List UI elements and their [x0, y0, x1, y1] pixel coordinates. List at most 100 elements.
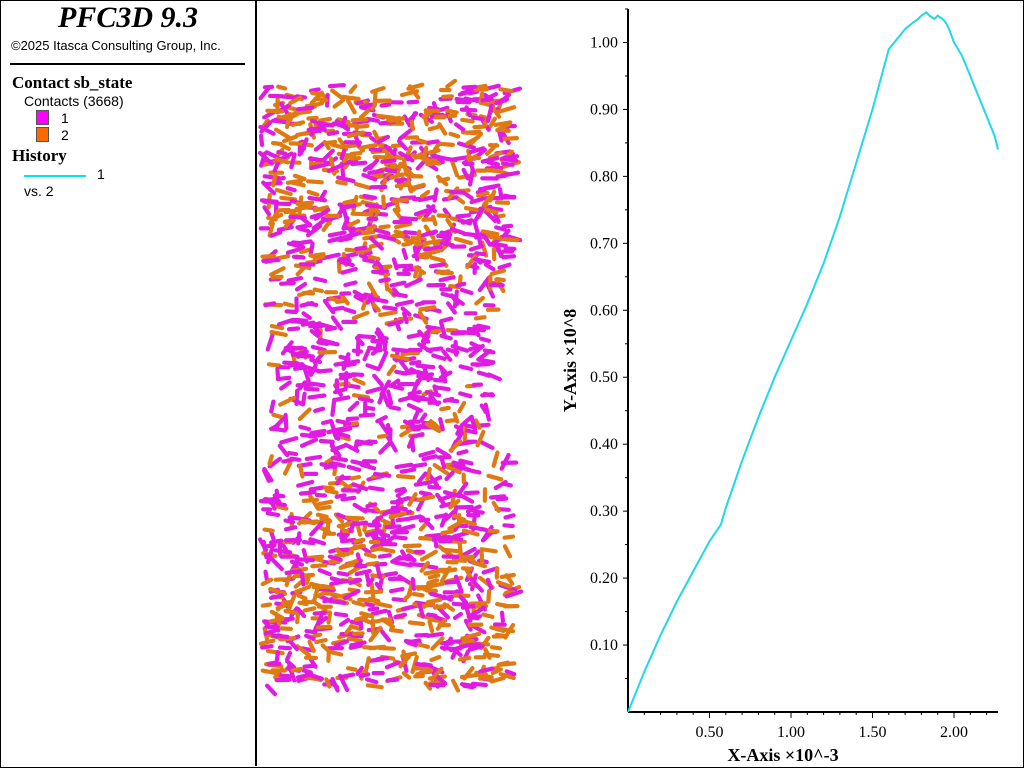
contact-segment [339, 158, 359, 166]
contact-segment [355, 665, 365, 676]
contact-segment [320, 485, 335, 491]
contact-segment [365, 291, 376, 305]
x-tick-label: 1.50 [858, 724, 886, 741]
contact-segment [304, 671, 325, 681]
contact-segment [345, 666, 358, 672]
contact-segment [399, 427, 413, 438]
contact-segment [270, 140, 283, 147]
contact-segment [265, 108, 285, 114]
contact-segment [442, 156, 458, 163]
contact-segment [429, 581, 446, 589]
contact-segment [349, 619, 363, 626]
contact-segment [269, 399, 276, 414]
contact-segment [373, 617, 388, 624]
contact-segment [487, 234, 503, 241]
contact-segment [269, 323, 285, 331]
contact-segment [407, 620, 426, 627]
contact-segment [350, 160, 368, 167]
contact-segment [295, 130, 311, 138]
contact-segment [465, 428, 478, 435]
contact-segment [275, 502, 287, 508]
contact-segment [459, 107, 478, 113]
contact-segment [311, 217, 327, 231]
contact-segment [397, 127, 414, 141]
y-tick-label: 0.70 [590, 235, 618, 252]
contact-segment [326, 610, 333, 625]
contact-segment [266, 661, 282, 667]
contact-segment [469, 197, 484, 205]
contact-segment [461, 167, 471, 181]
contact-segment [362, 507, 380, 514]
contact-segment [279, 280, 296, 286]
contact-segment [449, 644, 465, 653]
contact-segment [375, 113, 396, 120]
contact-segment [494, 225, 507, 232]
contact-segment [317, 349, 338, 355]
contact-segment [270, 274, 284, 280]
contact-segment [490, 667, 503, 676]
contact-segment [360, 296, 369, 311]
contact-segment [320, 583, 336, 591]
contact-segment [339, 203, 357, 210]
contact-segment [391, 291, 408, 299]
contact-segment [444, 470, 455, 482]
contact-segment [477, 348, 493, 361]
contact-segment [365, 224, 378, 231]
contact-segment [391, 197, 410, 203]
contact-segment [365, 683, 384, 690]
contact-segment [461, 638, 475, 644]
contact-segment [460, 218, 474, 225]
contact-segment [406, 82, 425, 91]
contact-segment [260, 254, 276, 259]
contact-segment [450, 159, 460, 178]
contact-segment [400, 350, 421, 356]
contact-segment [489, 675, 506, 684]
contact-segment [327, 82, 346, 89]
contact-segment [338, 562, 356, 570]
contact-segment [444, 464, 462, 475]
contact-segment [423, 108, 441, 114]
contact-segment [383, 144, 397, 157]
contact-segment [335, 179, 348, 186]
contact-segment [290, 666, 303, 673]
contact-segment [437, 176, 451, 183]
contact-segment [467, 154, 478, 164]
contact-segment [302, 663, 317, 669]
contact-segment [290, 120, 306, 128]
contact-segment [448, 189, 466, 195]
contact-segment [460, 117, 475, 124]
contact-segment [329, 443, 342, 458]
contact-segment [395, 516, 412, 523]
contact-segment [275, 375, 292, 382]
contact-segment [435, 269, 451, 275]
contact-segment [503, 157, 519, 163]
contact-segment [332, 97, 346, 109]
contact-segment [258, 133, 265, 147]
contact-segment [472, 219, 481, 238]
contact-segment [330, 88, 344, 100]
contact-segment [285, 186, 297, 193]
contact-segment [486, 372, 502, 382]
contact-segment [295, 200, 315, 206]
contact-segment [390, 143, 404, 149]
contact-segment [393, 612, 407, 620]
contact-segment [301, 668, 313, 675]
contact-segment [414, 661, 427, 668]
contact-segment [479, 547, 498, 554]
contact-segment [425, 564, 439, 570]
contact-segment [339, 672, 356, 679]
contact-segment [263, 257, 280, 264]
contact-segment [456, 449, 469, 456]
contact-segment [338, 374, 353, 381]
contact-segment [276, 84, 288, 91]
contact-segment [299, 137, 309, 156]
contact-segment [342, 198, 356, 205]
contact-segment [451, 678, 461, 693]
contact-segment [338, 354, 351, 362]
contact-segment [435, 674, 448, 686]
contact-segment [391, 526, 406, 534]
contact-segment [368, 625, 383, 643]
contact-segment [485, 207, 499, 215]
contact-segment [266, 544, 275, 565]
contact-segment [377, 645, 396, 651]
